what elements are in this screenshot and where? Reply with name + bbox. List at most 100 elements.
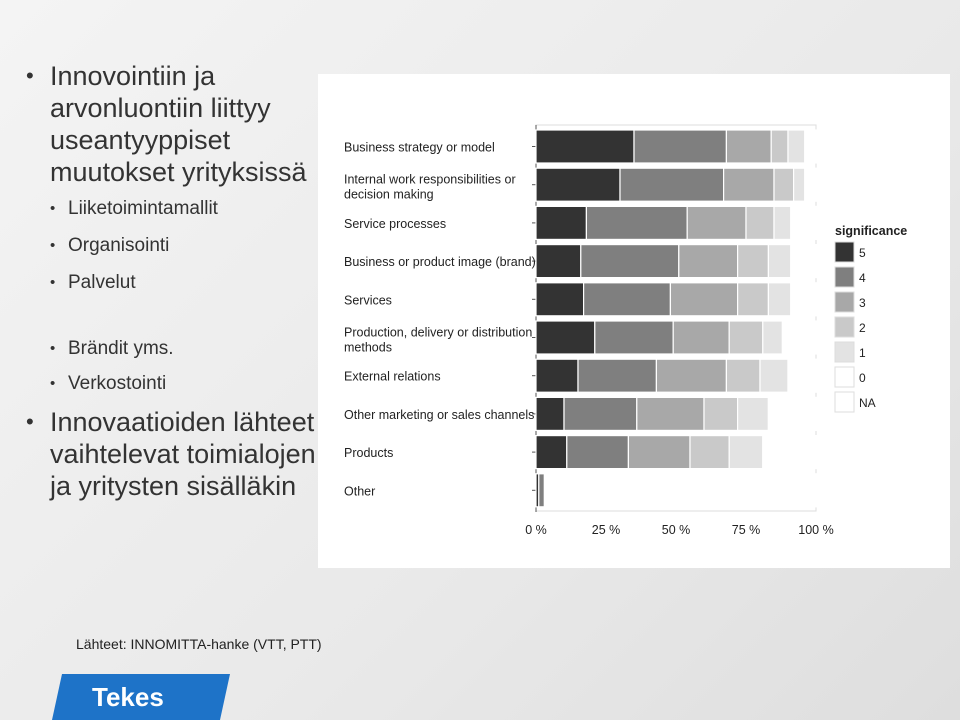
x-tick-label: 25 % — [592, 523, 621, 537]
bar-segment-4 — [633, 129, 728, 164]
legend-label-NA: NA — [859, 396, 876, 410]
bar-segment-5 — [535, 435, 568, 470]
bar-segment-3 — [678, 244, 739, 279]
bar-segment-5 — [535, 396, 565, 431]
legend-swatch-5 — [834, 241, 855, 263]
category-label: External relations — [344, 370, 441, 384]
bar-segment-3 — [686, 205, 747, 240]
bar-segment-2 — [745, 205, 775, 240]
bar-segment-4 — [585, 205, 688, 240]
x-tick-label: 75 % — [732, 523, 761, 537]
chart-panel: Business strategy or model Internal work … — [318, 74, 950, 568]
bar-segment-4 — [580, 244, 680, 279]
bar-segment-4 — [594, 320, 674, 355]
bar-segment-5 — [535, 205, 588, 240]
x-tick-label: 100 % — [798, 523, 833, 537]
sources-note: Lähteet: INNOMITTA-hanke (VTT, PTT) — [76, 636, 322, 652]
legend-title: significance — [835, 224, 907, 238]
category-label: Services — [344, 293, 392, 307]
legend-label-4: 4 — [859, 271, 866, 285]
bar-segment-1 — [767, 244, 792, 279]
legend-swatch-4 — [834, 266, 855, 288]
bar-segment-5 — [535, 129, 635, 164]
bar-segment-4 — [619, 167, 725, 202]
category-label: Products — [344, 446, 393, 460]
bar-segment-1 — [793, 167, 806, 202]
tekes-logo: Tekes — [52, 674, 230, 720]
bar-segment-2 — [703, 396, 739, 431]
category-label: Service processes — [344, 217, 446, 231]
bar-segment-0 — [790, 244, 817, 279]
category-label: Business or product image (brand) — [344, 255, 536, 269]
bar-segment-2 — [773, 167, 795, 202]
bar-segment-3 — [725, 129, 772, 164]
x-tick-label: 0 % — [525, 523, 547, 537]
bar-segment-3 — [636, 396, 705, 431]
bar-segment-0 — [804, 167, 814, 202]
bar-segment-4 — [538, 473, 546, 508]
tekes-logo-text: Tekes — [92, 682, 164, 712]
bar-segment-5 — [535, 244, 582, 279]
bar-segment-1 — [767, 282, 792, 317]
bar-segment-0 — [790, 282, 817, 317]
category-label: Other — [344, 484, 375, 498]
bar-segment-0 — [781, 320, 817, 355]
bar-segment-3 — [669, 282, 739, 317]
bar-segment-3 — [627, 435, 691, 470]
bar-segment-4 — [563, 396, 638, 431]
bar-segment-3 — [655, 358, 727, 393]
legend-label-2: 2 — [859, 321, 866, 335]
legend-label-1: 1 — [859, 346, 866, 360]
bar-segment-1 — [737, 396, 770, 431]
category-label: Production, delivery or distribution meth… — [344, 326, 532, 355]
bar-segment-3 — [672, 320, 730, 355]
bar-segment-1 — [759, 358, 789, 393]
category-label: Internal work responsibilities or decisio… — [344, 173, 516, 202]
tekes-logo-band — [52, 674, 230, 720]
legend-swatch-NA — [834, 391, 855, 413]
bar-segment-5 — [535, 358, 579, 393]
bar-segment-NA — [812, 167, 817, 202]
bar-segment-2 — [737, 282, 770, 317]
bullet-innovation-sources: Innovaatioiden lähteet vaihtelevat toimi… — [24, 406, 324, 502]
legend-swatch-3 — [834, 291, 855, 313]
bar-segment-1 — [762, 320, 783, 355]
legend-label-5: 5 — [859, 246, 866, 260]
sub-bullet-services: Palvelut — [24, 270, 324, 296]
bar-segment-NA — [798, 205, 817, 240]
bar-segment-0 — [762, 435, 817, 470]
bar-segment-0 — [767, 396, 817, 431]
sub-bullet-brands: Brändit yms. — [24, 336, 324, 362]
bar-segment-4 — [577, 358, 658, 393]
bar-segment-1 — [773, 205, 792, 240]
legend-swatch-2 — [834, 316, 855, 338]
sub-bullet-business-models: Liiketoimintamallit — [24, 196, 324, 222]
category-label: Other marketing or sales channels — [344, 408, 534, 422]
bar-segment-0 — [543, 473, 817, 508]
bar-segment-2 — [737, 244, 770, 279]
slide-text: Innovointiin ja arvonluontiin liittyy us… — [24, 60, 324, 502]
bar-segment-0 — [790, 205, 800, 240]
bar-segment-3 — [723, 167, 775, 202]
category-label: Business strategy or model — [344, 141, 495, 155]
bullet-innovation-changes: Innovointiin ja arvonluontiin liittyy us… — [24, 60, 324, 188]
bar-segment-1 — [787, 129, 806, 164]
bar-segment-2 — [689, 435, 730, 470]
bar-segment-2 — [770, 129, 789, 164]
legend-label-0: 0 — [859, 371, 866, 385]
bar-segment-5 — [535, 320, 596, 355]
sub-bullet-organising: Organisointi — [24, 233, 324, 259]
bar-segment-0 — [787, 358, 817, 393]
bar-segment-2 — [725, 358, 761, 393]
significance-bar-chart: Business strategy or model Internal work … — [344, 124, 907, 537]
bar-segment-4 — [566, 435, 630, 470]
legend-label-3: 3 — [859, 296, 866, 310]
bar-segment-4 — [583, 282, 672, 317]
bar-segment-5 — [535, 282, 585, 317]
bar-segment-2 — [728, 320, 764, 355]
bar-segment-5 — [535, 167, 621, 202]
legend-swatch-0 — [834, 366, 855, 388]
legend-swatch-1 — [834, 341, 855, 363]
bar-segment-1 — [728, 435, 764, 470]
sub-bullet-networking: Verkostointi — [24, 371, 324, 397]
